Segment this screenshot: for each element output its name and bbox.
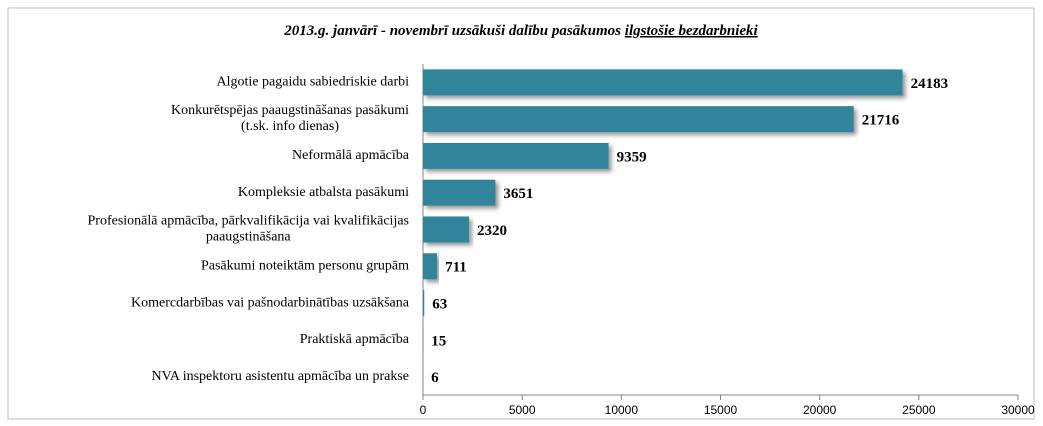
value-label: 24183 xyxy=(911,76,949,92)
bar xyxy=(423,290,425,317)
y-tick-label: Algotie pagaidu sabiedriskie darbi xyxy=(217,75,410,90)
value-label: 15 xyxy=(431,333,446,349)
value-label: 2320 xyxy=(477,223,507,239)
y-tick-label: Konkurētspējas paaugstināšanas pasākumi(… xyxy=(171,103,409,134)
x-tick-label: 5000 xyxy=(509,403,536,417)
bar xyxy=(423,179,496,206)
y-tick-label: Kompleksie atbalsta pasākumi xyxy=(238,185,409,200)
value-label: 21716 xyxy=(862,113,900,129)
value-label: 6 xyxy=(431,370,439,386)
value-label: 3651 xyxy=(503,186,533,202)
y-tick-label: Neformālā apmācība xyxy=(292,148,410,163)
bar xyxy=(423,69,903,96)
x-tick-label: 30000 xyxy=(1001,403,1035,417)
value-label: 63 xyxy=(432,296,447,312)
chart-title: 2013.g. janvārī - novembrī uzsākuši dalī… xyxy=(283,23,758,39)
x-tick-label: 20000 xyxy=(803,403,837,417)
x-tick-label: 10000 xyxy=(605,403,639,417)
bar xyxy=(423,106,854,133)
title-text: 2013.g. janvārī - novembrī uzsākuši dalī… xyxy=(283,23,621,39)
title-underlined: ilgstošie bezdarbnieki xyxy=(625,23,759,39)
y-tick-label: Praktiskā apmācība xyxy=(300,332,410,347)
y-tick-label: Komercdarbības vai pašnodarbinātības uzs… xyxy=(131,295,410,310)
value-label: 711 xyxy=(445,260,467,276)
bar xyxy=(423,142,609,169)
x-tick-label: 0 xyxy=(420,403,427,417)
y-tick-label: Pasākumi noteiktām personu grupām xyxy=(201,258,409,273)
y-tick-label: Profesionālā apmācība, pārkvalifikācija … xyxy=(88,214,409,245)
bar xyxy=(423,216,470,243)
x-tick-label: 15000 xyxy=(704,403,738,417)
y-tick-label: NVA inspektoru asistentu apmācība un pra… xyxy=(151,369,409,384)
bar xyxy=(423,253,438,280)
x-tick-label: 25000 xyxy=(902,403,936,417)
value-label: 9359 xyxy=(617,149,647,165)
